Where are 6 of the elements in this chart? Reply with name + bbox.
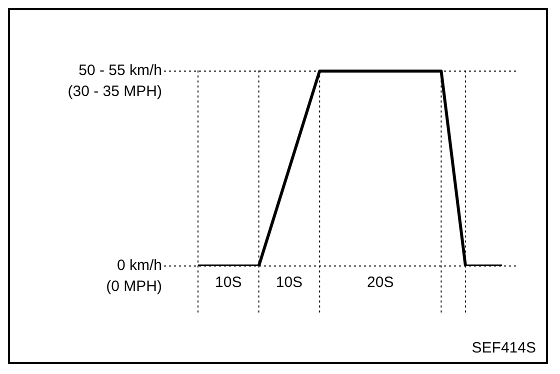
text: SEF414S [472,340,536,357]
text: 50 - 55 km/h (30 - 35 MPH) [68,62,162,100]
text: 0 km/h (0 MPH) [106,257,162,296]
x-tick-label: 10S [215,274,242,292]
x-tick-label: 20S [367,274,394,292]
x-tick-label: 10S [276,274,303,292]
